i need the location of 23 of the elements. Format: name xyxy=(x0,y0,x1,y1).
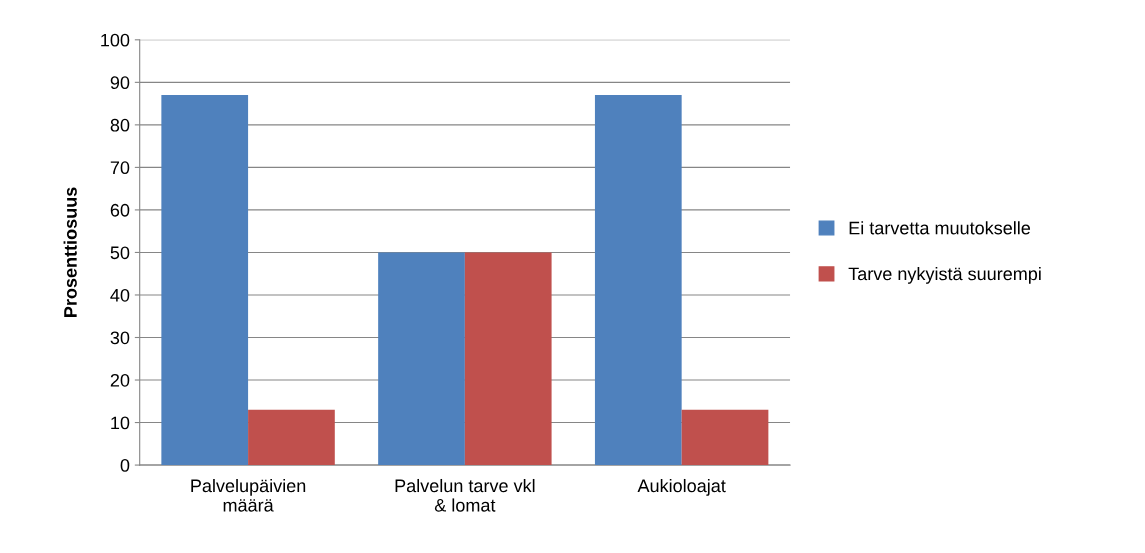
bar xyxy=(161,95,249,466)
legend-label: Ei tarvetta muutokselle xyxy=(849,221,1031,235)
y-tick-label: 30 xyxy=(110,331,130,345)
y-axis-title: Prosenttiosuus xyxy=(63,187,77,317)
bar xyxy=(594,95,682,466)
bar xyxy=(378,252,465,466)
y-tick-label: 80 xyxy=(110,118,130,132)
x-tick-label: Palvelupäivien määrä xyxy=(191,478,306,512)
legend-label: Tarve nykyistä suurempi xyxy=(848,266,1041,284)
y-tick-label: 70 xyxy=(110,161,130,175)
bar xyxy=(248,409,335,466)
y-tick-label: 50 xyxy=(110,246,130,260)
bar xyxy=(681,409,769,466)
y-tick-label: 90 xyxy=(110,76,130,90)
y-tick-label: 60 xyxy=(110,203,130,217)
bar xyxy=(464,252,552,466)
y-tick-label: 20 xyxy=(110,373,130,387)
y-tick-label: 0 xyxy=(120,459,130,472)
y-tick-label: 100 xyxy=(101,33,130,47)
y-tick-label: 40 xyxy=(110,288,130,302)
y-tick-label: 10 xyxy=(111,416,130,430)
x-tick-label: Aukioloajat xyxy=(637,478,726,496)
x-tick-label: Palvelun tarve vkl & lomat xyxy=(395,478,535,512)
